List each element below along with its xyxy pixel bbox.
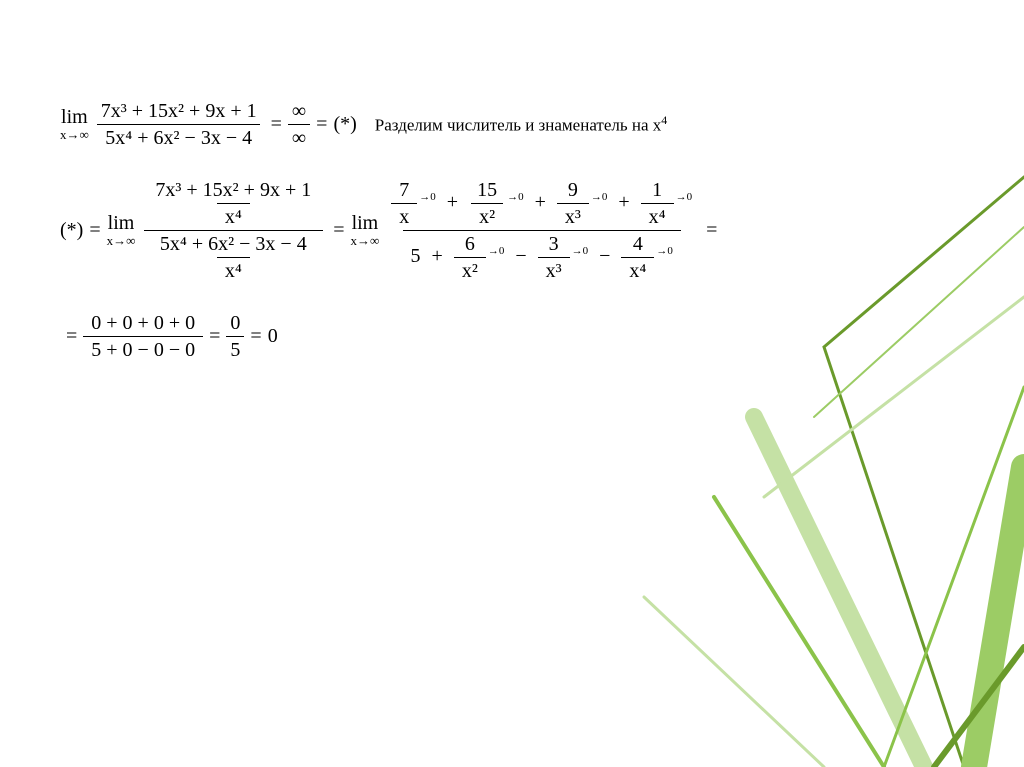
equation-row-2: (*) = lim x→∞ 7x³ + 15x² + 9x + 1 x⁴ 5x⁴…	[60, 179, 984, 282]
equals: =	[316, 113, 327, 136]
equals: =	[89, 219, 100, 242]
compound-num: 7x³ + 15x² + 9x + 1 x⁴	[139, 179, 327, 230]
equals: =	[271, 113, 282, 136]
equals: =	[333, 219, 344, 242]
denominator: 5x⁴ + 6x² − 3x − 4	[97, 124, 260, 149]
compound-den: 5x⁴ + 6x² − 3x − 4 x⁴	[144, 230, 323, 282]
slide: lim x→∞ 7x³ + 15x² + 9x + 1 5x⁴ + 6x² − …	[0, 0, 1024, 767]
fraction-inf: ∞ ∞	[288, 100, 310, 149]
numerator: 7x³ + 15x² + 9x + 1	[93, 100, 265, 124]
equals: =	[66, 325, 77, 348]
caption-text: Разделим числитель и знаменатель на x4	[375, 113, 667, 136]
equation-row-3: = 0 + 0 + 0 + 0 5 + 0 − 0 − 0 = 0 5 = 0	[60, 312, 984, 361]
inf-num: ∞	[288, 100, 310, 124]
math-content: lim x→∞ 7x³ + 15x² + 9x + 1 5x⁴ + 6x² − …	[60, 100, 984, 391]
compound-num-expanded: 7x→0 + 15x²→0 + 9x³→0 + 1x⁴→0	[383, 179, 700, 230]
equals: =	[209, 325, 220, 348]
equals: =	[706, 219, 717, 242]
star-marker: (*)	[60, 219, 83, 242]
equation-row-1: lim x→∞ 7x³ + 15x² + 9x + 1 5x⁴ + 6x² − …	[60, 100, 984, 149]
compound-den-expanded: 5 + 6x²→0 − 3x³→0 − 4x⁴→0	[403, 230, 681, 282]
inf-den: ∞	[288, 124, 310, 149]
lim-sub: x→∞	[60, 128, 89, 142]
fraction-zeros: 0 + 0 + 0 + 0 5 + 0 − 0 − 0	[83, 312, 203, 361]
star-marker: (*)	[333, 113, 356, 136]
compound-fraction-left: 7x³ + 15x² + 9x + 1 x⁴ 5x⁴ + 6x² − 3x − …	[139, 179, 327, 282]
lim-text: lim	[61, 107, 88, 128]
fraction-main: 7x³ + 15x² + 9x + 1 5x⁴ + 6x² − 3x − 4	[93, 100, 265, 149]
result: 0	[268, 325, 278, 348]
limit-symbol: lim x→∞	[351, 213, 380, 248]
equals: =	[250, 325, 261, 348]
compound-fraction-right: 7x→0 + 15x²→0 + 9x³→0 + 1x⁴→0 5 + 6x²→0 …	[383, 179, 700, 282]
limit-symbol: lim x→∞	[107, 213, 136, 248]
fraction-simple: 0 5	[226, 312, 244, 361]
limit-symbol: lim x→∞	[60, 107, 89, 142]
